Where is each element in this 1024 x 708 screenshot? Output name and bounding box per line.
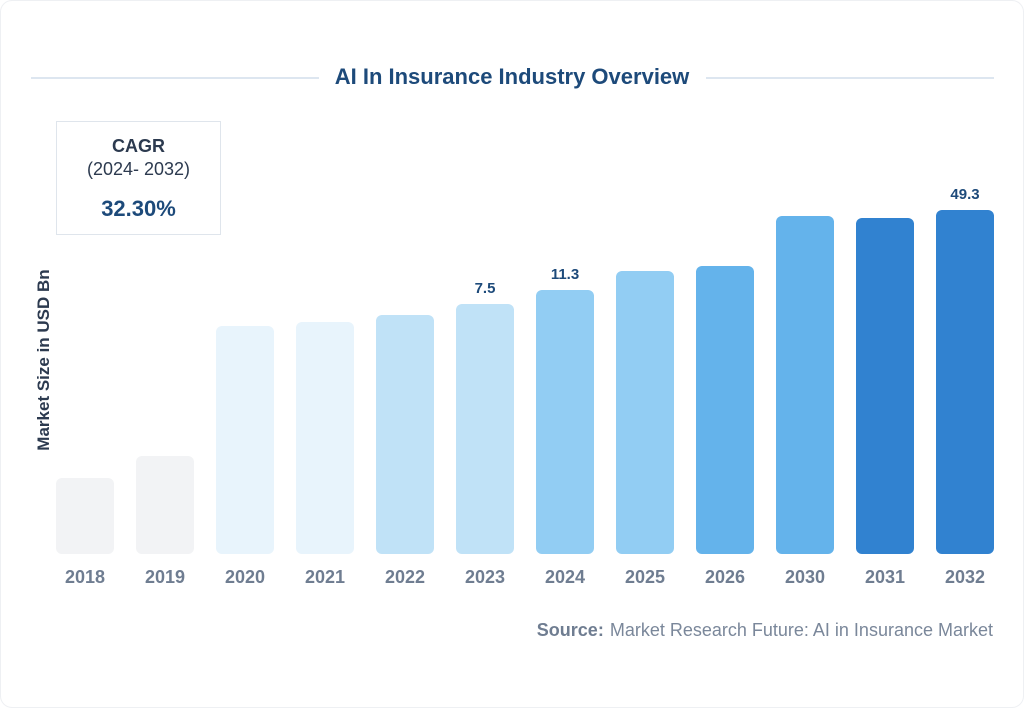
bar-2030: [776, 216, 834, 554]
bar-2032: [936, 210, 994, 554]
title-divider-left: [31, 77, 319, 79]
bar-2020: [216, 326, 274, 554]
x-tick-label: 2023: [465, 567, 505, 587]
source-text: Market Research Future: AI in Insurance …: [609, 620, 993, 640]
cagr-box: CAGR (2024- 2032) 32.30%: [56, 121, 221, 235]
source-label: Source:: [536, 620, 604, 640]
data-label: 11.3: [551, 266, 579, 283]
x-tick-label: 2018: [65, 567, 105, 587]
data-label: 7.5: [475, 280, 496, 297]
cagr-label: CAGR: [112, 136, 165, 156]
x-tick-label: 2021: [305, 567, 345, 587]
x-tick-label: 2031: [865, 567, 905, 587]
chart-title: AI In Insurance Industry Overview: [334, 64, 690, 89]
bar-2018: [56, 478, 114, 554]
x-tick-label: 2019: [145, 567, 185, 587]
bar-2023: [456, 304, 514, 554]
title-divider-right: [706, 77, 994, 79]
bar-2024: [536, 290, 594, 554]
x-tick-label: 2026: [705, 567, 745, 587]
cagr-value: 32.30%: [101, 196, 176, 221]
source-note: Source: Market Research Future: AI in Ins…: [537, 620, 993, 641]
bar-2031: [856, 218, 914, 554]
x-tick-label: 2022: [385, 567, 425, 587]
bar-2025: [616, 271, 674, 554]
x-tick-label: 2032: [945, 567, 985, 587]
bar-2019: [136, 456, 194, 554]
x-tick-label: 2030: [785, 567, 825, 587]
bar-2026: [696, 266, 754, 554]
cagr-period: (2024- 2032): [86, 159, 191, 179]
bar-2021: [296, 322, 354, 554]
data-label: 49.3: [950, 186, 979, 203]
x-tick-label: 2020: [225, 567, 265, 587]
x-tick-label: 2024: [545, 567, 585, 587]
x-tick-label: 2025: [625, 567, 665, 587]
bar-2022: [376, 315, 434, 554]
